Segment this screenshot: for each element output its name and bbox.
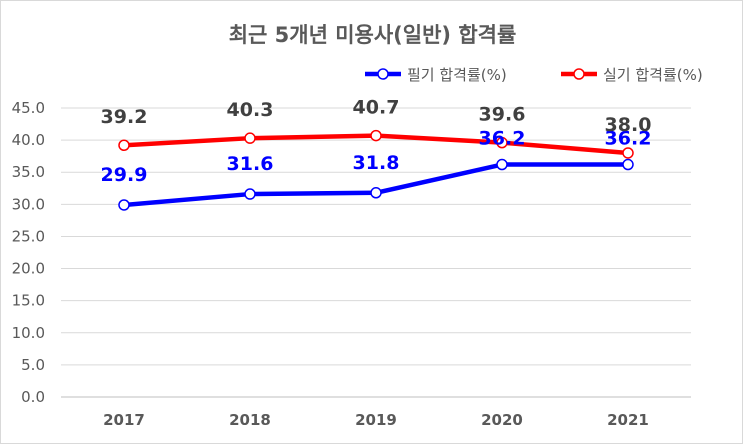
legend-label: 실기 합격률(%) [603,66,703,84]
y-tick-label: 25.0 [12,227,45,245]
data-point [622,158,634,171]
data-label: 40.3 [227,99,274,121]
data-point [496,158,508,171]
data-point [622,147,634,159]
legend-label: 필기 합격률(%) [407,66,507,84]
data-point [496,136,508,149]
data-label: 31.6 [227,153,274,175]
y-tick-label: 30.0 [12,195,45,213]
y-tick-label: 5.0 [21,356,45,374]
data-point [370,129,382,142]
data-point [118,139,130,151]
data-point [118,199,130,211]
data-point [244,188,256,200]
y-tick-label: 45.0 [12,99,45,117]
legend-marker [573,68,585,80]
data-label: 40.7 [353,97,400,119]
chart-title: 최근 5개년 미용사(일반) 합격률 [228,23,517,47]
x-tick-label: 2018 [229,411,271,429]
data-label: 29.9 [101,164,148,186]
y-tick-label: 40.0 [12,131,45,149]
y-tick-label: 20.0 [12,260,45,278]
legend-marker [377,68,389,80]
data-label: 38.0 [605,114,652,136]
data-label: 31.8 [353,152,400,174]
y-tick-label: 0.0 [21,388,45,406]
data-label: 39.2 [101,106,148,128]
data-point [244,132,256,144]
data-point [370,187,382,199]
y-tick-label: 10.0 [12,324,45,342]
x-tick-label: 2019 [355,411,397,429]
x-tick-label: 2021 [607,411,649,429]
y-tick-label: 15.0 [12,292,45,310]
y-tick-label: 35.0 [12,163,45,181]
data-label: 36.2 [479,128,526,150]
data-label: 36.2 [605,128,652,150]
data-label: 39.6 [479,104,526,126]
x-tick-label: 2017 [103,411,145,429]
x-tick-label: 2020 [481,411,523,429]
